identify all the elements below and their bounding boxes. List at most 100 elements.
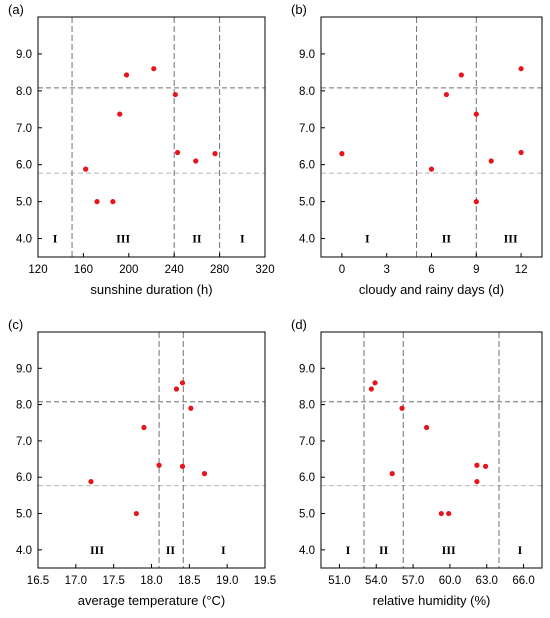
y-tick-label-b-1: 5.0	[299, 197, 315, 209]
data-point-c-3	[156, 462, 162, 468]
data-point-c-7	[188, 405, 194, 411]
y-tick-label-c-4: 8.0	[16, 400, 32, 412]
data-point-d-7	[474, 462, 480, 468]
x-axis-label-a: sunshine duration (h)	[90, 282, 212, 297]
zone-label-a-3: I	[240, 232, 245, 246]
zone-label-c-0: III	[90, 543, 104, 557]
zone-label-d-2: III	[442, 543, 456, 557]
x-tick-label-d-3: 60.0	[439, 575, 461, 587]
x-tick-label-d-0: 51.0	[328, 575, 350, 587]
data-point-d-3	[399, 405, 405, 411]
x-tick-label-b-1: 3	[383, 264, 389, 276]
data-point-b-4	[473, 111, 479, 117]
zone-label-a-1: III	[116, 232, 130, 246]
plot-frame-a	[37, 16, 266, 258]
y-tick-label-c-3: 7.0	[16, 436, 32, 448]
data-point-a-0	[83, 166, 89, 172]
data-point-a-1	[94, 199, 100, 205]
x-tick-label-c-3: 18.0	[140, 575, 162, 587]
zone-label-b-1: II	[442, 232, 452, 246]
y-tick-label-a-2: 6.0	[16, 160, 32, 172]
y-tick-label-b-2: 6.0	[299, 160, 315, 172]
y-tick-label-d-0: 4.0	[299, 545, 315, 557]
zone-label-b-0: I	[365, 232, 370, 246]
data-point-b-0	[339, 151, 345, 157]
x-tick-label-c-4: 18.5	[178, 575, 200, 587]
data-point-d-0	[368, 386, 374, 392]
panel-label-d: (d)	[291, 317, 307, 332]
y-tick-label-c-0: 4.0	[16, 545, 32, 557]
y-tick-label-d-1: 5.0	[299, 509, 315, 521]
x-axis-label-c: average temperature (°C)	[78, 593, 226, 608]
data-point-c-1	[133, 510, 139, 517]
data-point-a-7	[175, 149, 181, 156]
x-tick-label-a-3: 240	[165, 264, 184, 276]
data-point-c-0	[88, 478, 94, 485]
data-point-d-9	[482, 463, 489, 469]
panel-c: (c) 4.0 5.0 6.0 7.0 8.0 9.0 16.5 17.0 17.5 18.0 18.…	[8, 317, 276, 608]
data-point-b-3	[458, 72, 464, 78]
data-point-d-1	[372, 380, 378, 386]
data-point-a-6	[172, 91, 178, 98]
panel-label-b: (b)	[291, 2, 307, 17]
x-tick-label-d-4: 63.0	[476, 575, 498, 587]
data-point-b-2	[443, 91, 450, 98]
data-point-b-7	[518, 66, 524, 72]
data-point-a-3	[117, 111, 123, 117]
x-tick-label-a-4: 280	[210, 264, 229, 276]
y-tick-label-d-3: 7.0	[299, 436, 315, 448]
data-point-b-8	[518, 149, 524, 156]
y-tick-label-b-5: 9.0	[299, 49, 315, 61]
plot-frame-d	[320, 331, 543, 569]
x-axis-label-d: relative humidity (%)	[373, 593, 491, 608]
data-point-d-6	[446, 510, 452, 517]
data-point-a-4	[123, 72, 130, 78]
data-point-c-5	[179, 380, 186, 386]
zone-label-c-1: II	[166, 543, 176, 557]
y-tick-label-d-2: 6.0	[299, 472, 315, 484]
panel-d: (d) 4.0 5.0 6.0 7.0 8.0 9.0 51.0 54.0 57.0 60.0 63.…	[291, 317, 543, 608]
x-tick-label-c-0: 16.5	[27, 575, 49, 587]
y-tick-label-d-5: 9.0	[299, 363, 315, 375]
data-point-a-9	[212, 151, 218, 157]
x-tick-label-d-5: 66.0	[512, 575, 534, 587]
plot-frame-b	[320, 16, 543, 258]
y-tick-label-b-0: 4.0	[299, 234, 315, 246]
x-tick-label-c-2: 17.5	[102, 575, 124, 587]
zone-label-d-3: I	[518, 543, 523, 557]
x-tick-label-c-6: 19.5	[254, 575, 276, 587]
x-tick-label-c-1: 17.0	[65, 575, 87, 587]
x-tick-label-d-1: 54.0	[365, 575, 387, 587]
x-tick-label-b-3: 9	[473, 264, 479, 276]
data-point-c-6	[179, 463, 186, 469]
zone-label-d-1: II	[379, 543, 389, 557]
panel-b: (b) 4.0 5.0 6.0 7.0 8.0 9.0 0 3 6 9 12 cloudy and ra…	[291, 2, 543, 297]
data-point-b-1	[428, 166, 435, 172]
x-tick-label-b-2: 6	[428, 264, 434, 276]
data-point-a-8	[193, 158, 199, 164]
x-tick-label-d-2: 57.0	[402, 575, 424, 587]
data-point-a-5	[151, 66, 157, 72]
panel-label-c: (c)	[8, 317, 23, 332]
y-tick-label-b-4: 8.0	[299, 86, 315, 98]
data-point-d-4	[423, 424, 430, 431]
y-tick-label-a-5: 9.0	[16, 49, 32, 61]
x-tick-label-c-5: 19.0	[216, 575, 238, 587]
zone-label-b-2: III	[504, 232, 518, 246]
y-tick-label-c-5: 9.0	[16, 363, 32, 375]
y-tick-label-c-2: 6.0	[16, 472, 32, 484]
zone-label-d-0: I	[346, 543, 351, 557]
data-point-d-2	[389, 471, 395, 477]
x-tick-label-a-5: 320	[255, 264, 274, 276]
data-point-c-4	[173, 386, 180, 392]
data-point-d-8	[474, 478, 480, 485]
panel-a: (a) 4.0 5.0 6.0 7.0 8.0 9.0 120 160 200 240 280 320 s…	[8, 2, 275, 297]
x-tick-label-a-1: 160	[74, 264, 93, 276]
x-axis-label-b: cloudy and rainy days (d)	[359, 282, 504, 297]
data-point-b-5	[473, 199, 479, 205]
x-tick-label-b-4: 12	[515, 264, 528, 276]
y-tick-label-a-1: 5.0	[16, 197, 32, 209]
zone-label-a-0: I	[53, 232, 58, 246]
plot-frame-c	[37, 331, 266, 569]
